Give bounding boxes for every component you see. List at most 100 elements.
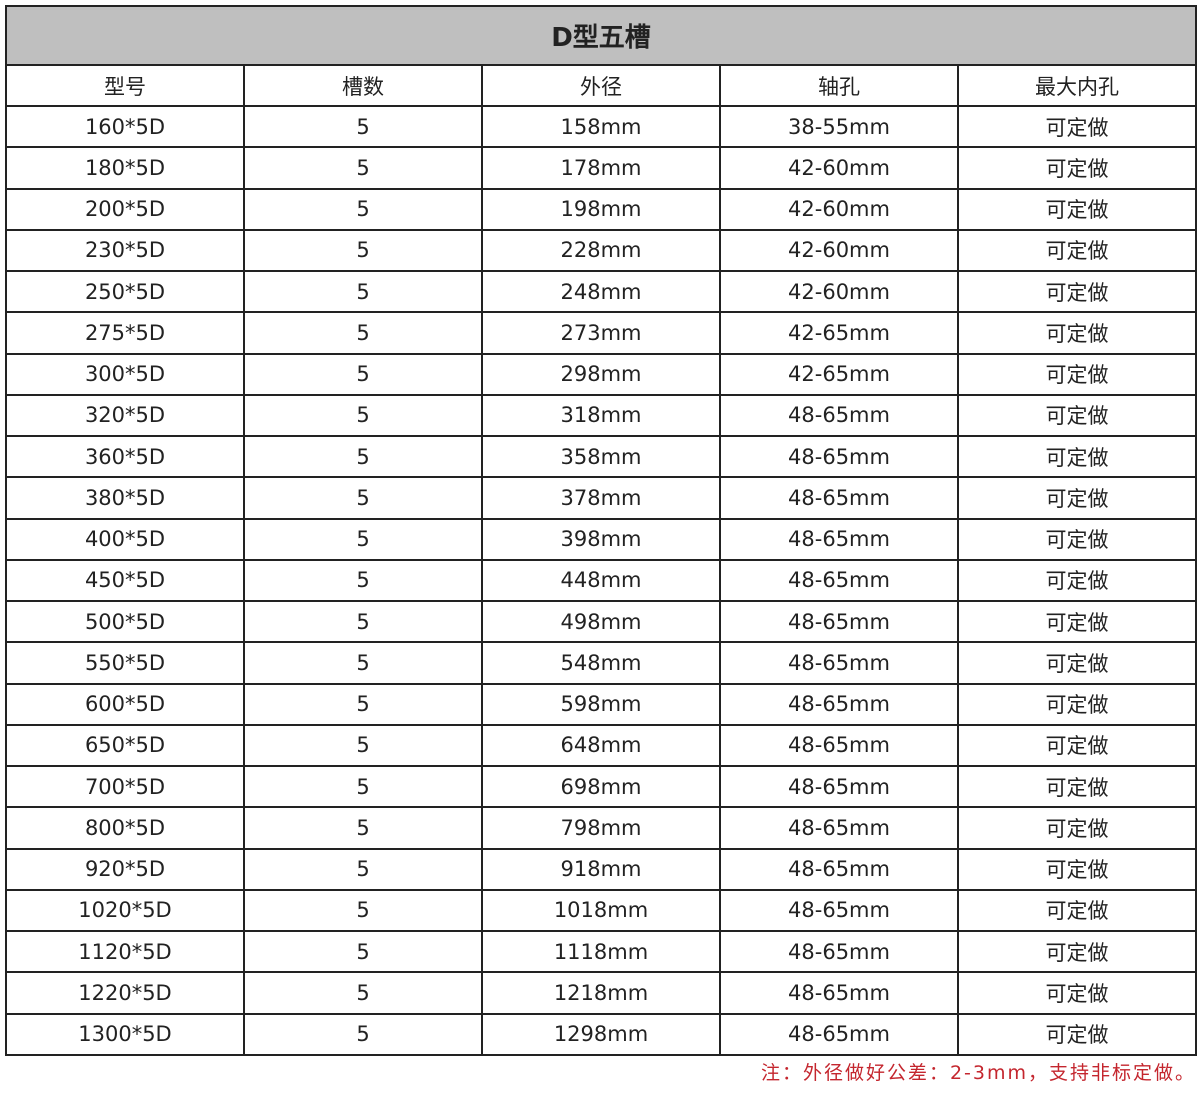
model-cell: 1220*5D	[5, 971, 245, 1015]
shaft-hole-cell: 42-65mm	[719, 352, 959, 396]
max-bore-cell: 可定做	[957, 723, 1197, 768]
shaft-hole-cell: 48-65mm	[719, 971, 959, 1015]
max-bore-cell: 可定做	[957, 847, 1197, 891]
max-bore-cell: 可定做	[957, 104, 1197, 149]
outer-diameter-cell: 498mm	[481, 599, 721, 644]
outer-diameter-cell: 448mm	[481, 558, 721, 603]
shaft-hole-cell: 48-65mm	[719, 806, 959, 850]
max-bore-cell: 可定做	[957, 187, 1197, 231]
grooves-cell: 5	[243, 393, 483, 438]
table-row: 250*5D 5 248mm 42-60mm 可定做	[5, 269, 1197, 314]
grooves-cell: 5	[243, 269, 483, 314]
outer-diameter-cell: 378mm	[481, 476, 721, 520]
shaft-hole-cell: 42-60mm	[719, 269, 959, 314]
table-row: 360*5D 5 358mm 48-65mm 可定做	[5, 434, 1197, 479]
shaft-hole-cell: 48-65mm	[719, 764, 959, 809]
outer-diameter-cell: 398mm	[481, 517, 721, 561]
grooves-cell: 5	[243, 476, 483, 520]
shaft-hole-cell: 48-65mm	[719, 434, 959, 479]
spec-table: D型五槽 型号 槽数 外径 轴孔 最大内孔 160*5D 5 158mm 38-55m…	[5, 5, 1197, 1056]
shaft-hole-cell: 48-65mm	[719, 929, 959, 974]
max-bore-cell: 可定做	[957, 434, 1197, 479]
shaft-hole-cell: 48-65mm	[719, 888, 959, 933]
outer-diameter-cell: 648mm	[481, 723, 721, 768]
grooves-cell: 5	[243, 146, 483, 190]
outer-diameter-cell: 358mm	[481, 434, 721, 479]
model-cell: 450*5D	[5, 558, 245, 603]
grooves-cell: 5	[243, 599, 483, 644]
model-cell: 920*5D	[5, 847, 245, 891]
outer-diameter-cell: 598mm	[481, 682, 721, 726]
max-bore-cell: 可定做	[957, 888, 1197, 933]
model-cell: 1020*5D	[5, 888, 245, 933]
grooves-cell: 5	[243, 806, 483, 850]
table-row: 550*5D 5 548mm 48-65mm 可定做	[5, 641, 1197, 685]
shaft-hole-cell: 38-55mm	[719, 104, 959, 149]
col-header-model: 型号	[5, 64, 245, 107]
grooves-cell: 5	[243, 764, 483, 809]
title-row: D型五槽	[5, 5, 1197, 66]
model-cell: 650*5D	[5, 723, 245, 768]
table-row: 200*5D 5 198mm 42-60mm 可定做	[5, 187, 1197, 231]
shaft-hole-cell: 42-60mm	[719, 146, 959, 190]
max-bore-cell: 可定做	[957, 806, 1197, 850]
grooves-cell: 5	[243, 929, 483, 974]
shaft-hole-cell: 48-65mm	[719, 847, 959, 891]
table-row: 160*5D 5 158mm 38-55mm 可定做	[5, 104, 1197, 149]
shaft-hole-cell: 42-60mm	[719, 187, 959, 231]
grooves-cell: 5	[243, 187, 483, 231]
model-cell: 200*5D	[5, 187, 245, 231]
table-row: 600*5D 5 598mm 48-65mm 可定做	[5, 682, 1197, 726]
grooves-cell: 5	[243, 847, 483, 891]
outer-diameter-cell: 298mm	[481, 352, 721, 396]
shaft-hole-cell: 42-60mm	[719, 228, 959, 273]
table-row: 1120*5D 5 1118mm 48-65mm 可定做	[5, 929, 1197, 974]
grooves-cell: 5	[243, 971, 483, 1015]
col-header-shaft-hole: 轴孔	[719, 64, 959, 107]
model-cell: 400*5D	[5, 517, 245, 561]
max-bore-cell: 可定做	[957, 352, 1197, 396]
footnote: 注：外径做好公差：2-3mm，支持非标定做。	[760, 1062, 1196, 1084]
model-cell: 500*5D	[5, 599, 245, 644]
grooves-cell: 5	[243, 311, 483, 355]
outer-diameter-cell: 273mm	[481, 311, 721, 355]
grooves-cell: 5	[243, 104, 483, 149]
outer-diameter-cell: 918mm	[481, 847, 721, 891]
model-cell: 160*5D	[5, 104, 245, 149]
grooves-cell: 5	[243, 228, 483, 273]
table-row: 700*5D 5 698mm 48-65mm 可定做	[5, 764, 1197, 809]
max-bore-cell: 可定做	[957, 269, 1197, 314]
shaft-hole-cell: 48-65mm	[719, 393, 959, 438]
grooves-cell: 5	[243, 517, 483, 561]
outer-diameter-cell: 318mm	[481, 393, 721, 438]
outer-diameter-cell: 1298mm	[481, 1012, 721, 1056]
grooves-cell: 5	[243, 682, 483, 726]
outer-diameter-cell: 1218mm	[481, 971, 721, 1015]
grooves-cell: 5	[243, 888, 483, 933]
outer-diameter-cell: 178mm	[481, 146, 721, 190]
max-bore-cell: 可定做	[957, 146, 1197, 190]
table-row: 400*5D 5 398mm 48-65mm 可定做	[5, 517, 1197, 561]
table-body: 160*5D 5 158mm 38-55mm 可定做 180*5D 5 178mm 42-60m…	[5, 104, 1197, 1056]
grooves-cell: 5	[243, 723, 483, 768]
shaft-hole-cell: 48-65mm	[719, 641, 959, 685]
outer-diameter-cell: 1118mm	[481, 929, 721, 974]
max-bore-cell: 可定做	[957, 929, 1197, 974]
model-cell: 600*5D	[5, 682, 245, 726]
outer-diameter-cell: 798mm	[481, 806, 721, 850]
max-bore-cell: 可定做	[957, 311, 1197, 355]
model-cell: 700*5D	[5, 764, 245, 809]
max-bore-cell: 可定做	[957, 517, 1197, 561]
shaft-hole-cell: 48-65mm	[719, 599, 959, 644]
max-bore-cell: 可定做	[957, 599, 1197, 644]
model-cell: 275*5D	[5, 311, 245, 355]
outer-diameter-cell: 248mm	[481, 269, 721, 314]
table-row: 300*5D 5 298mm 42-65mm 可定做	[5, 352, 1197, 396]
table-title: D型五槽	[5, 5, 1197, 66]
max-bore-cell: 可定做	[957, 228, 1197, 273]
col-header-max-bore: 最大内孔	[957, 64, 1197, 107]
model-cell: 550*5D	[5, 641, 245, 685]
table-row: 650*5D 5 648mm 48-65mm 可定做	[5, 723, 1197, 768]
model-cell: 250*5D	[5, 269, 245, 314]
table-row: 800*5D 5 798mm 48-65mm 可定做	[5, 806, 1197, 850]
